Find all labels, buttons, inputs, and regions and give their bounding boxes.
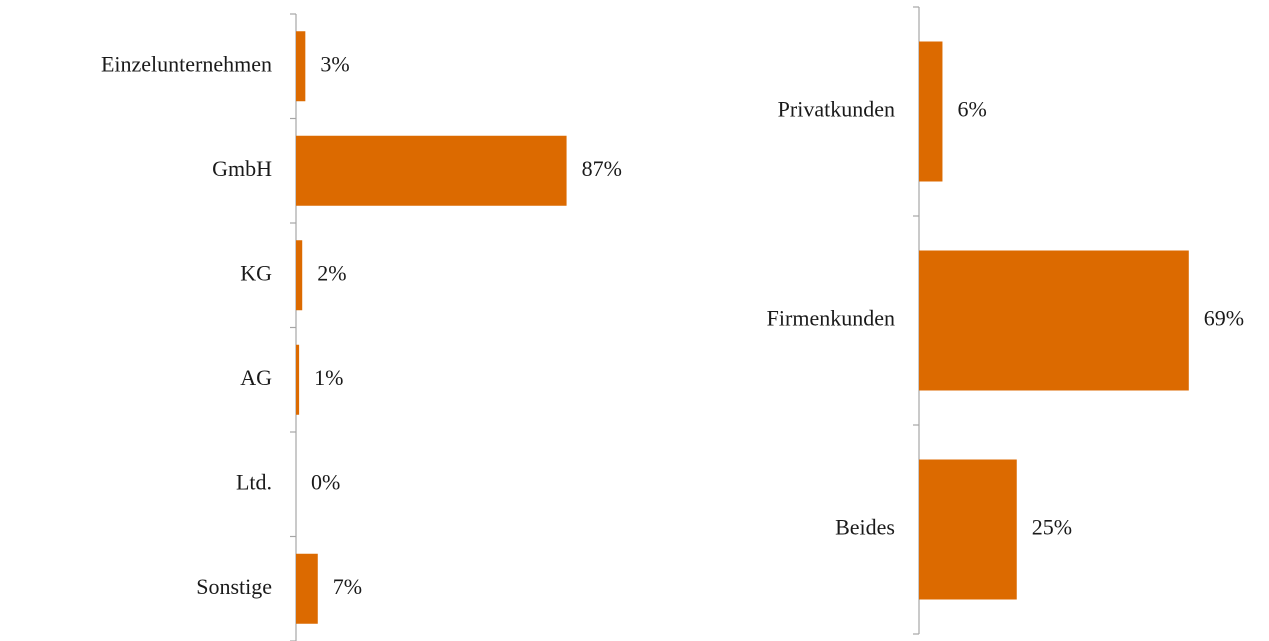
category-label: Privatkunden	[778, 97, 895, 122]
value-label: 6%	[957, 97, 986, 122]
category-label: Ltd.	[236, 469, 272, 494]
category-label: AG	[240, 365, 272, 390]
value-label: 1%	[314, 365, 343, 390]
bar	[296, 31, 306, 102]
bar	[919, 459, 1017, 600]
value-label: 87%	[582, 156, 622, 181]
category-label: KG	[240, 260, 272, 285]
category-label: GmbH	[212, 156, 272, 181]
category-label: Firmenkunden	[767, 306, 895, 331]
bar	[296, 240, 303, 311]
category-label: Beides	[835, 515, 895, 540]
bar	[919, 250, 1189, 391]
category-label: Sonstige	[196, 574, 272, 599]
value-label: 7%	[333, 574, 362, 599]
category-label: Einzelunternehmen	[101, 51, 272, 76]
value-label: 0%	[311, 469, 340, 494]
bar	[296, 135, 567, 206]
bar	[296, 553, 318, 624]
bar	[919, 41, 943, 182]
bar	[296, 344, 300, 415]
value-label: 25%	[1032, 515, 1072, 540]
value-label: 3%	[320, 51, 349, 76]
value-label: 69%	[1204, 306, 1244, 331]
value-label: 2%	[317, 260, 346, 285]
